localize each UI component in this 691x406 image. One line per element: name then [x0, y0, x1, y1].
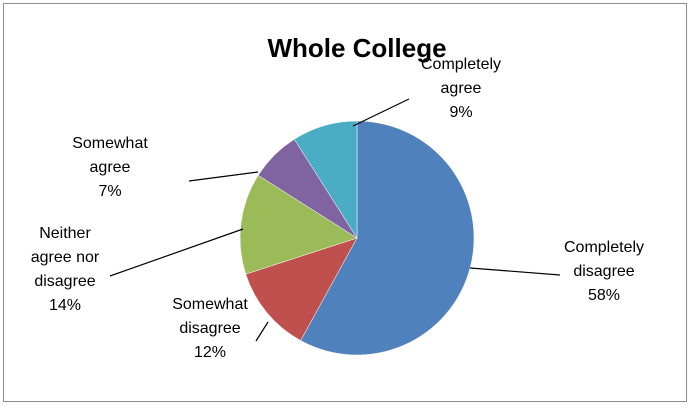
data-label: Somewhat agree 7% [72, 135, 148, 200]
leader-line [109, 228, 244, 277]
leader-line [469, 267, 561, 276]
pie-slice-completely-agree [293, 120, 358, 239]
pie-slice-neither-agree-nor-disagree [239, 174, 358, 275]
pie-slice-completely-disagree [300, 120, 475, 356]
data-label: Somewhat disagree 12% [172, 296, 248, 361]
data-label-percent: 7% [98, 183, 121, 200]
data-label-percent: 58% [588, 287, 620, 304]
pie-slice-somewhat-disagree [245, 237, 358, 341]
data-label-line: Completely [564, 239, 644, 256]
data-label-line: Neither [39, 225, 91, 242]
data-label-line: Somewhat [72, 135, 148, 152]
data-label-line: Completely [421, 56, 501, 73]
data-label-percent: 14% [49, 297, 81, 314]
data-label-line: disagree [34, 273, 95, 290]
data-label-percent: 9% [449, 104, 472, 121]
data-label: Completely agree 9% [421, 56, 501, 121]
data-label-percent: 12% [194, 344, 226, 361]
data-labels-layer: Completely disagree 58% Somewhat disagree 12%… [31, 56, 644, 361]
data-label-line: agree nor [31, 249, 100, 266]
data-label-line: disagree [573, 263, 634, 280]
data-label: Neither agree nor disagree 14% [31, 225, 100, 314]
data-label: Completely disagree 58% [564, 239, 644, 304]
slices-layer [239, 120, 475, 356]
leader-line [255, 321, 269, 342]
data-label-line: Somewhat [172, 296, 248, 313]
chart-title: Whole College [267, 33, 446, 63]
data-label-line: agree [90, 159, 131, 176]
data-label-line: agree [441, 80, 482, 97]
leader-line [188, 171, 259, 182]
leader-lines-layer [109, 98, 561, 342]
leader-line [352, 98, 410, 127]
data-label-line: disagree [179, 320, 240, 337]
